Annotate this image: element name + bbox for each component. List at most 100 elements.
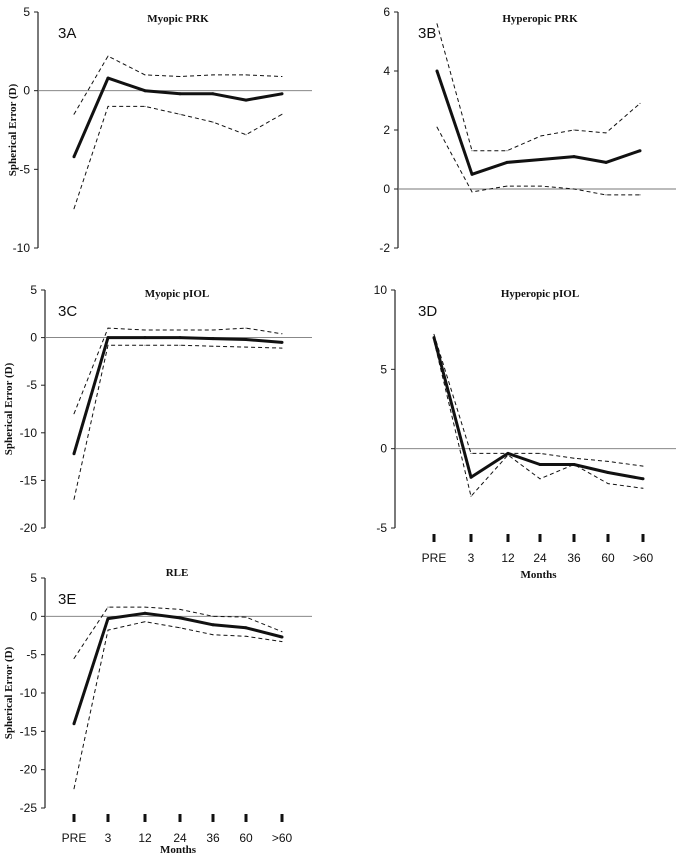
y-tick-label: 0 (380, 442, 387, 456)
data-point-upper (144, 74, 146, 76)
data-point-upper (470, 452, 472, 454)
data-point-upper (281, 333, 283, 335)
y-tick-label: -5 (26, 378, 37, 392)
series-line-mean (72, 76, 283, 158)
y-tick-label: -2 (379, 241, 390, 255)
data-point-upper (245, 616, 247, 618)
data-point-upper (107, 327, 109, 329)
data-point-mean (435, 69, 439, 73)
y-tick-label: -10 (20, 686, 38, 700)
chart-title: Hyperopic pIOL (501, 288, 579, 300)
series-line-upper (433, 334, 644, 467)
data-point-lower (212, 121, 214, 123)
data-point-mean (432, 336, 436, 340)
data-point-lower (642, 487, 644, 489)
y-tick-label: -10 (20, 426, 38, 440)
data-point-upper (436, 23, 438, 25)
y-tick-label: 10 (374, 283, 388, 297)
y-tick-label: -5 (19, 162, 30, 176)
y-tick-label: -5 (376, 521, 387, 535)
x-tick-label: 12 (501, 551, 515, 565)
data-point-lower (245, 346, 247, 348)
chart-panel-3b: 6 4 2 0 -2 Hyperopic PRK 3B (379, 5, 676, 255)
data-point-upper (540, 135, 542, 137)
x-axis-title: Months (160, 844, 197, 856)
data-point-mean (469, 475, 473, 479)
panel-label: 3D (418, 303, 437, 320)
data-point-upper (642, 465, 644, 467)
data-point-mean (641, 477, 645, 481)
data-point-lower (212, 345, 214, 347)
data-point-mean (244, 626, 248, 630)
series-line-upper (436, 23, 641, 152)
y-tick-label: 5 (30, 571, 37, 585)
data-point-mean (280, 92, 284, 96)
y-tick-label: 2 (383, 123, 390, 137)
y-tick-label: -20 (20, 763, 38, 777)
chart-panel-3e: 5 0 -5 -10 -15 -20 -25 RLE 3E Spherical Error (D)… (3, 567, 312, 856)
x-tick-label: 36 (206, 831, 220, 845)
data-point-upper (144, 329, 146, 331)
chart-title: Myopic pIOL (145, 288, 209, 300)
data-point-mean (143, 611, 147, 615)
data-point-mean (505, 160, 509, 164)
x-axis-title: Months (520, 569, 557, 581)
y-tick-label: -25 (20, 801, 38, 815)
series-line-upper (73, 606, 283, 659)
data-point-lower (507, 454, 509, 456)
series-line-lower (73, 105, 283, 209)
data-point-lower (144, 105, 146, 107)
chart-title: Myopic PRK (147, 13, 209, 25)
data-point-upper (107, 606, 109, 608)
chart-panel-3a: 5 0 -5 -10 Myopic PRK 3A Spherical Error (D) (7, 5, 312, 255)
x-tick-label: 60 (239, 831, 253, 845)
data-point-upper (73, 658, 75, 659)
series-line-mean (72, 611, 283, 725)
y-axis-title: Spherical Error (D) (3, 646, 15, 739)
x-tick-label: 3 (105, 831, 112, 845)
data-point-mean (280, 635, 284, 639)
x-tick-label: 24 (173, 831, 187, 845)
data-point-mean (244, 338, 248, 341)
data-point-mean (72, 155, 76, 159)
data-point-lower (245, 635, 247, 637)
data-point-lower (73, 208, 75, 210)
data-point-mean (178, 92, 182, 96)
data-point-lower (506, 185, 508, 187)
data-point-lower (73, 498, 75, 500)
data-point-lower (179, 113, 181, 115)
data-point-lower (436, 126, 438, 128)
data-point-lower (144, 344, 146, 346)
x-tick-label: >60 (272, 831, 293, 845)
data-point-lower (573, 188, 575, 190)
data-point-upper (212, 329, 214, 331)
y-axis-title: Spherical Error (D) (3, 362, 15, 455)
data-point-mean (506, 451, 510, 455)
data-point-mean (143, 336, 147, 340)
data-point-upper (212, 615, 214, 617)
data-point-mean (604, 160, 608, 164)
data-point-mean (211, 337, 215, 341)
x-tick-label: 12 (138, 831, 152, 845)
data-point-lower (107, 105, 109, 107)
data-point-upper (539, 452, 541, 454)
data-point-mean (572, 155, 576, 159)
chart-title: RLE (166, 567, 189, 579)
data-point-mean (178, 616, 182, 620)
data-point-upper (433, 333, 435, 335)
data-point-upper (73, 413, 75, 415)
data-point-mean (244, 98, 248, 102)
y-tick-label: -15 (20, 724, 38, 738)
data-point-mean (106, 336, 110, 340)
data-point-upper (607, 460, 609, 462)
data-point-lower (470, 495, 472, 497)
data-point-upper (605, 132, 607, 134)
series-line-lower (73, 344, 283, 500)
data-point-upper (245, 74, 247, 76)
data-point-lower (639, 194, 641, 196)
data-point-mean (538, 463, 542, 466)
data-point-mean (106, 76, 110, 80)
data-point-mean (638, 149, 642, 153)
data-point-mean (72, 452, 76, 456)
